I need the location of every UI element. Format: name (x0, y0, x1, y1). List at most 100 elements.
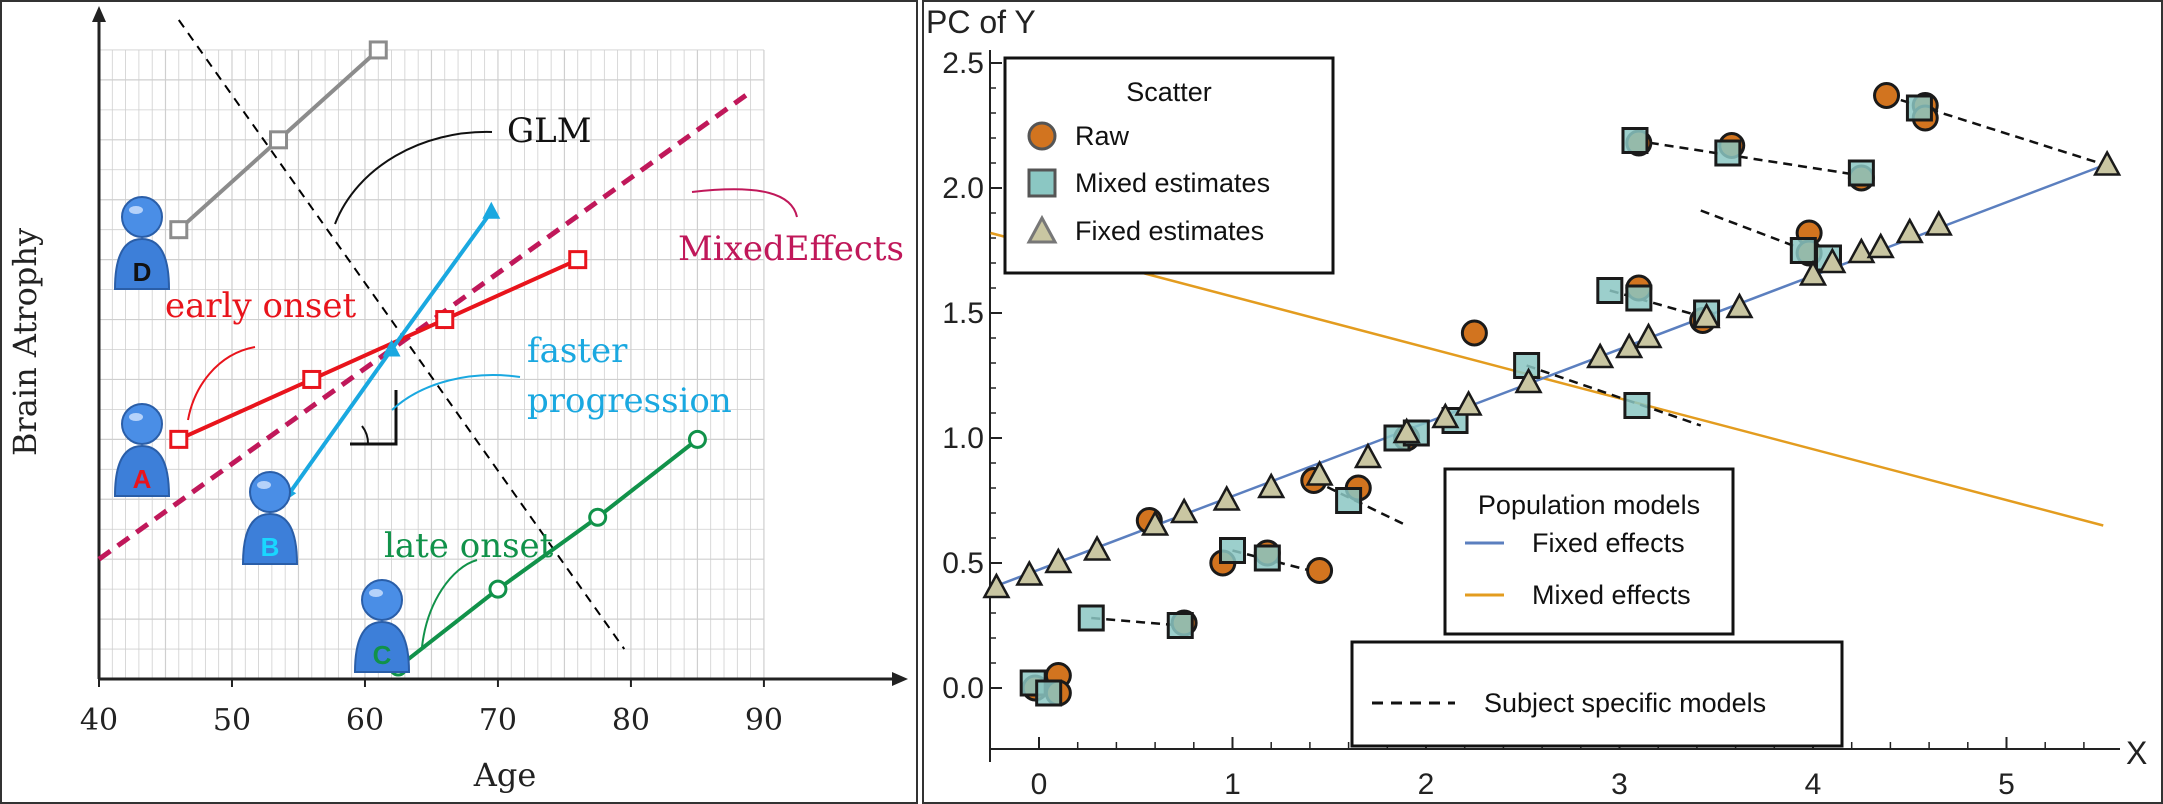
faster-label: faster (527, 331, 628, 371)
mixed-estimate-point (1335, 487, 1363, 514)
fixed-estimate-point (1392, 417, 1421, 444)
fixed-estimate-point (982, 572, 1011, 599)
mixed-effects-line (990, 231, 2104, 527)
x-tick-label: 40 (80, 703, 118, 738)
series-A (169, 250, 588, 449)
subject-A-point (169, 429, 189, 449)
avatar-letter: A (133, 464, 152, 494)
subject-C-point (687, 429, 707, 449)
legend-scatter-box (1003, 56, 1335, 275)
glm-label: GLM (507, 111, 592, 151)
x-tick-label: 5 (1998, 768, 2015, 801)
subject-C-point (588, 507, 608, 527)
subject-B-point (382, 339, 401, 357)
mixed-estimate-point (1847, 159, 1875, 187)
mixed-estimate-point (1219, 537, 1246, 564)
series-D (169, 40, 388, 240)
raw-point (1306, 557, 1334, 584)
avatar-body-icon (113, 444, 171, 497)
avatar-body-icon (113, 237, 171, 290)
fixed-estimate-point (1454, 389, 1483, 416)
slope-angle-arc (361, 425, 370, 445)
glm-pointer (334, 130, 493, 225)
legend-mixed-effects-label: Mixed effects (1532, 580, 1691, 610)
mixed-estimate-point (1077, 604, 1105, 632)
subject-D-point (368, 40, 388, 60)
y-tick-label: 1.0 (942, 422, 984, 455)
mixed-effects-label: MixedEffects (678, 229, 904, 269)
x-axis-arrow (892, 672, 908, 686)
y-tick-label: 1.5 (942, 297, 984, 330)
fixed-estimate-point (1866, 232, 1895, 259)
fixed-estimate-point (1586, 342, 1615, 369)
avatar-letter: C (373, 640, 392, 670)
x-tick-label: 0 (1031, 768, 1048, 801)
x-axis-title: X (2126, 735, 2147, 771)
legend-fixed-marker (1026, 214, 1058, 244)
fixed-estimate-point (1818, 247, 1847, 274)
mixed-estimate-point (1905, 94, 1933, 122)
legend-models-title: Population models (1478, 490, 1700, 520)
fixed-estimate-point (1170, 497, 1199, 524)
y-tick-label: 2.0 (942, 172, 984, 205)
fixed-estimate-point (1514, 367, 1543, 394)
user-avatar-icon: C (353, 579, 411, 673)
legend-models-box (1443, 467, 1735, 636)
progression-label: progression (527, 381, 732, 421)
right-panel-pc-scatter-chart: 0.0 0.5 1.0 1.5 2.0 2.5 0 1 2 3 4 5 PC of Y X Scatter R… (922, 0, 2163, 804)
avatar-body-icon (353, 620, 411, 673)
x-tick-label: 70 (479, 703, 517, 738)
avatar-highlight-icon (257, 481, 271, 489)
subject-C-line (396, 437, 699, 669)
user-avatar-icon: A (113, 403, 171, 497)
fixed-estimate-point (1353, 442, 1383, 469)
raw-point (1460, 319, 1488, 347)
avatar-highlight-icon (369, 589, 383, 597)
late-onset-label: late onset (384, 526, 554, 566)
x-tick-label: 3 (1611, 768, 1628, 801)
legend-mixed-label: Mixed estimates (1075, 168, 1270, 198)
late-onset-pointer (421, 559, 478, 648)
legend-subject-specific: Subject specific models (1350, 640, 1844, 748)
fixed-estimate-point (1924, 209, 1953, 236)
mixed-estimate-point (1621, 127, 1649, 154)
legend-population-models: Population models Fixed effects Mixed effe… (1443, 467, 1735, 636)
subject-A-point (302, 369, 322, 389)
fixed-estimate-point (2093, 149, 2122, 176)
x-tick-label: 90 (745, 703, 783, 738)
x-tick-label: 4 (1805, 768, 1822, 801)
mixed-estimate-point (1714, 139, 1742, 167)
avatar-head-icon (249, 471, 291, 513)
legend-fixed-effects-label: Fixed effects (1532, 528, 1685, 558)
fixed-estimate-point (1257, 472, 1286, 499)
slope-angle-marker (350, 390, 398, 446)
subject-D-point (169, 220, 189, 240)
fixed-estimate-point (1692, 302, 1721, 329)
x-tick-label: 1 (1224, 768, 1241, 801)
fixed-estimate-point (1082, 534, 1112, 561)
avatar-letter: D (133, 257, 152, 287)
subject-specific-line (1634, 139, 1862, 177)
mixed-estimate-point (1253, 544, 1281, 572)
early-onset-pointer (187, 346, 256, 421)
raw-point (1873, 82, 1901, 109)
avatar-highlight-icon (129, 206, 143, 214)
fixed-estimate-point (1847, 237, 1876, 264)
subject-A-point (435, 310, 455, 330)
x-axis-title: Age (473, 756, 537, 794)
x-tick-label: 2 (1418, 768, 1435, 801)
fixed-estimate-point (1431, 402, 1460, 429)
legend-raw-marker (1027, 121, 1057, 151)
y-tick-label: 0.0 (942, 672, 984, 705)
avatar-head-icon (121, 196, 163, 238)
fixed-estimate-point (1044, 547, 1073, 574)
subject-specific-line (1526, 364, 1702, 427)
y-axis-title: Brain Atrophy (6, 228, 44, 456)
legend-subject-label: Subject specific models (1484, 688, 1766, 718)
x-tick-label: 50 (213, 703, 251, 738)
fixed-estimate-point (1895, 217, 1924, 244)
fixed-estimate-point (1615, 332, 1644, 359)
subject-C-point (488, 579, 508, 599)
fixed-estimate-point (1725, 292, 1754, 319)
y-axis-arrow (92, 6, 106, 22)
